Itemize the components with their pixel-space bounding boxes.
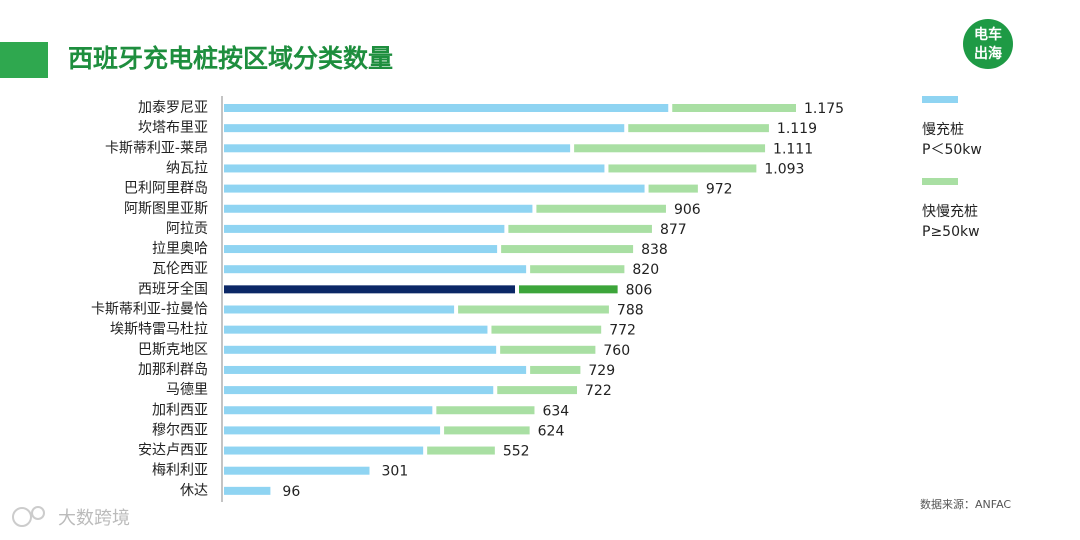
total-label: 906 xyxy=(674,202,701,218)
total-label: 624 xyxy=(538,423,565,439)
category-label: 安达卢西亚 xyxy=(138,443,208,459)
bar-segment xyxy=(491,325,602,334)
bar-segment xyxy=(224,305,455,314)
bar-segment xyxy=(224,446,424,455)
category-label: 加那利群岛 xyxy=(138,362,208,378)
bar-segment xyxy=(497,386,578,395)
category-label: 休达 xyxy=(180,483,208,499)
category-label: 卡斯蒂利亚-莱昂 xyxy=(105,140,208,156)
category-label: 阿拉贡 xyxy=(166,221,208,237)
total-label: 1.111 xyxy=(773,141,813,157)
total-label: 820 xyxy=(632,262,659,278)
category-label: 瓦伦西亚 xyxy=(152,261,208,277)
category-label: 拉里奥哈 xyxy=(152,240,208,257)
total-label: 772 xyxy=(609,323,636,339)
category-label: 穆尔西亚 xyxy=(152,422,208,438)
bar-segment xyxy=(628,124,769,133)
bar-segment xyxy=(574,144,766,153)
bar-segment xyxy=(648,184,698,193)
total-label: 877 xyxy=(660,222,687,238)
bar-segment xyxy=(224,224,505,233)
watermark-icon xyxy=(12,507,32,527)
category-label: 加利西亚 xyxy=(152,402,208,418)
total-label: 722 xyxy=(585,383,612,399)
category-label: 坎塔布里亚 xyxy=(138,120,208,136)
legend-note: P＜50kw xyxy=(922,142,982,158)
bar-segment xyxy=(508,224,652,233)
category-label: 埃斯特雷马杜拉 xyxy=(110,322,208,338)
total-label: 1.119 xyxy=(777,121,817,137)
total-label: 634 xyxy=(542,403,569,419)
legend-label: 快慢充桩 xyxy=(922,203,978,220)
bar-segment xyxy=(224,164,605,173)
bar-segment xyxy=(458,305,609,314)
bar-segment xyxy=(427,446,495,455)
total-label: 552 xyxy=(503,444,530,460)
logo xyxy=(963,19,1013,69)
bar-segment xyxy=(436,406,535,415)
total-label: 838 xyxy=(641,242,668,258)
total-label: 729 xyxy=(588,363,615,379)
bar-segment xyxy=(530,265,625,274)
bar-segment xyxy=(608,164,757,173)
bar-segment xyxy=(530,365,581,374)
total-label: 972 xyxy=(706,182,733,198)
legend-note: P≥50kw xyxy=(922,224,980,240)
bar-segment xyxy=(224,285,516,294)
total-label: 806 xyxy=(626,282,653,298)
category-label: 巴斯克地区 xyxy=(138,342,208,358)
bar-segment xyxy=(224,386,494,395)
category-label: 巴利阿里群岛 xyxy=(124,181,208,197)
total-label: 301 xyxy=(382,464,409,480)
legend-label: 慢充桩 xyxy=(922,121,964,138)
chart-title: 西班牙充电桩按区域分类数量 xyxy=(68,44,393,73)
bar-segment xyxy=(536,204,666,213)
total-label: 96 xyxy=(282,484,300,500)
watermark-icon xyxy=(31,506,45,520)
bar-segment xyxy=(444,426,530,435)
bar-segment xyxy=(224,184,645,193)
total-label: 1.175 xyxy=(804,101,844,117)
category-label: 阿斯图里亚斯 xyxy=(124,201,208,217)
logo-text: 出海 xyxy=(974,45,1002,62)
category-label: 加泰罗尼亚 xyxy=(138,100,208,116)
bar-segment xyxy=(501,245,634,254)
bar-segment xyxy=(224,104,669,112)
bar-segment xyxy=(224,406,433,415)
bar-segment xyxy=(224,265,527,274)
bar-segment xyxy=(672,104,796,112)
bar-segment xyxy=(224,144,571,153)
category-label: 西班牙全国 xyxy=(138,280,208,297)
category-label: 马德里 xyxy=(166,382,208,398)
bar-segment xyxy=(224,486,271,495)
category-label: 纳瓦拉 xyxy=(166,160,208,176)
bar-segment xyxy=(224,466,370,475)
bar-segment xyxy=(224,365,527,374)
bar-segment xyxy=(500,345,596,354)
bar-segment xyxy=(224,426,441,435)
legend-swatch xyxy=(922,178,958,185)
bar-segment xyxy=(224,325,488,334)
total-label: 760 xyxy=(603,343,630,359)
total-label: 788 xyxy=(617,303,644,319)
title-accent xyxy=(0,42,48,78)
bar-segment xyxy=(519,285,618,294)
source: 数据来源：ANFAC xyxy=(920,497,1011,511)
bar-segment xyxy=(224,204,533,213)
category-label: 卡斯蒂利亚-拉曼恰 xyxy=(91,302,208,318)
bar-segment xyxy=(224,345,497,354)
logo-text: 电车 xyxy=(974,26,1002,43)
bar-segment xyxy=(224,124,625,133)
bar-segment xyxy=(224,245,498,254)
category-label: 梅利利亚 xyxy=(152,463,208,479)
watermark: 大数跨境 xyxy=(58,508,130,529)
total-label: 1.093 xyxy=(764,161,804,177)
legend-swatch xyxy=(922,96,958,103)
